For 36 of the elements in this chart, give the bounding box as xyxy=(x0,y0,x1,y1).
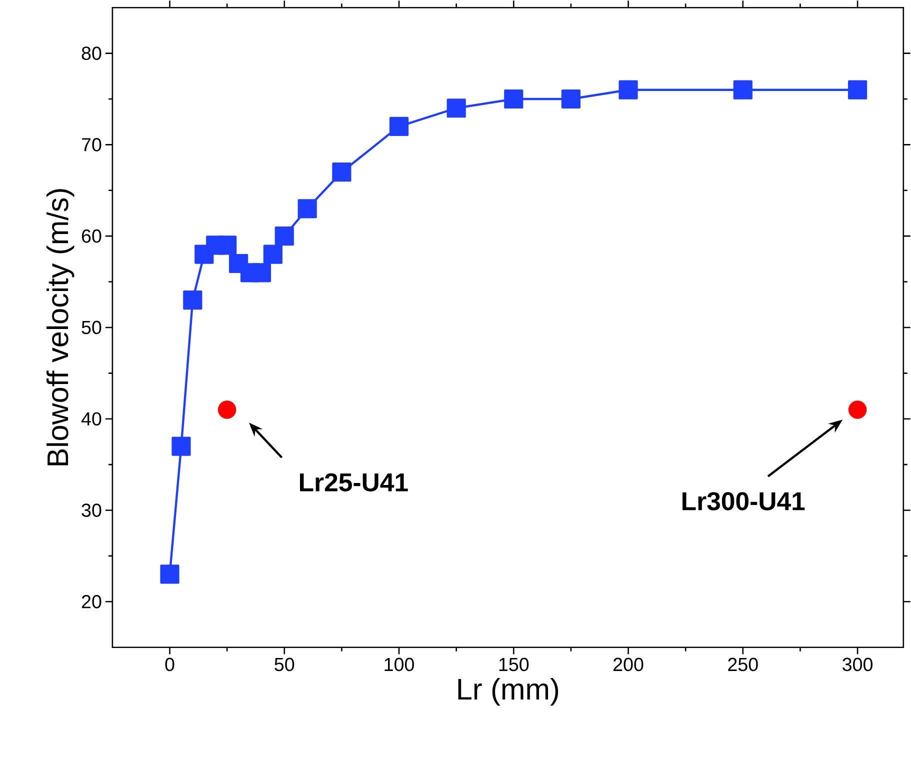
point xyxy=(218,236,237,255)
y-tick-label: 70 xyxy=(82,138,102,152)
x-tick-label: 300 xyxy=(842,658,873,672)
y-tick-label: 60 xyxy=(82,230,102,243)
point xyxy=(160,564,180,584)
x-axis-title: Lr (mm) xyxy=(458,678,558,706)
point xyxy=(263,244,282,264)
x-tick-label: 100 xyxy=(384,658,414,672)
point xyxy=(172,436,191,456)
point xyxy=(446,98,466,118)
x-tick-label: 0 xyxy=(165,658,174,672)
y-axis-title: Blowoff velocity (m/s) xyxy=(46,189,74,466)
point xyxy=(274,226,294,246)
x-tick-label: 200 xyxy=(614,658,644,672)
y-tick-label: 50 xyxy=(82,320,102,334)
y-tick-label: 40 xyxy=(81,412,102,426)
y-tick-label: 30 xyxy=(82,504,102,518)
annotation: Lr300-U41 xyxy=(682,492,805,511)
point xyxy=(733,80,752,100)
point xyxy=(252,263,272,282)
annotation: Lr25-U41 xyxy=(300,473,408,492)
point xyxy=(183,290,202,310)
x-tick-label: 50 xyxy=(274,658,294,672)
point xyxy=(218,400,236,420)
point xyxy=(298,199,317,218)
point xyxy=(389,116,409,136)
y-tick-label: 20 xyxy=(82,595,102,608)
point xyxy=(332,162,352,182)
point xyxy=(504,90,524,109)
y-tick-label: 80 xyxy=(82,46,102,60)
x-tick-label: 250 xyxy=(728,658,758,672)
x-tick-label: 150 xyxy=(499,658,529,672)
point xyxy=(848,80,868,100)
point xyxy=(561,90,581,109)
point xyxy=(618,80,638,100)
point xyxy=(848,400,867,420)
